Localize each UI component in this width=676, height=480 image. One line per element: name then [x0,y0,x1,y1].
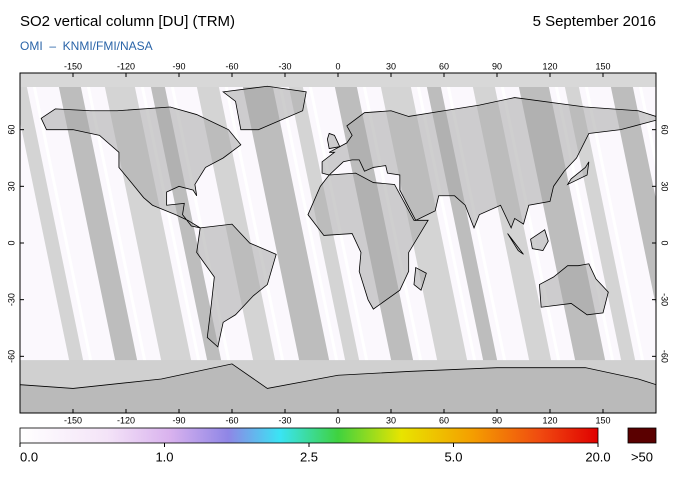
y-tick-label: 60 [6,125,16,135]
swath [608,73,656,307]
y-tick-label: 60 [660,125,670,135]
x-tick-label: 0 [335,415,340,425]
swath [562,73,646,413]
x-tick-label: 120 [542,415,557,425]
y-tick-label: 0 [660,240,670,245]
x-tick-label: -30 [278,415,291,425]
land [20,363,656,413]
x-tick-label: -120 [117,61,135,71]
land [530,229,549,251]
swath-gap [582,73,655,413]
colorbar-label: 2.5 [300,449,318,464]
land [222,85,307,131]
x-tick-label: 90 [492,415,502,425]
y-tick-label: -30 [6,293,16,306]
x-tick-label: -30 [278,61,291,71]
land [321,97,656,229]
land [413,266,427,291]
land [507,233,524,255]
y-tick-label: 0 [6,240,16,245]
y-tick-label: -60 [6,350,16,363]
subtitle: OMI – KNMI/FMI/NASA [20,39,153,53]
swath [56,73,148,413]
land [538,263,609,316]
x-tick-label: 30 [386,415,396,425]
land [307,172,429,310]
swath-gap [30,73,103,413]
y-tick-label: 30 [660,181,670,191]
x-tick-label: 0 [335,61,340,71]
x-tick-label: 30 [386,61,396,71]
x-tick-label: -60 [225,415,238,425]
y-tick-label: -60 [660,350,670,363]
colorbar-label: 0.0 [20,449,38,464]
swath-gap [84,73,157,413]
land [196,223,277,348]
x-tick-label: 120 [542,61,557,71]
colorbar-overflow-label: >50 [631,449,653,464]
colorbar-label: 1.0 [155,449,173,464]
x-tick-label: -150 [64,415,82,425]
colorbar [19,427,599,444]
x-tick-label: -90 [172,415,185,425]
x-tick-label: 150 [595,415,610,425]
land [566,161,590,186]
colorbar-label: 5.0 [444,449,462,464]
x-tick-label: 150 [595,61,610,71]
swath [20,73,94,413]
x-tick-label: 60 [439,415,449,425]
swath [286,73,370,413]
title: SO2 vertical column [DU] (TRM) [20,13,235,30]
land [40,106,242,229]
x-tick-label: -90 [172,61,185,71]
colorbar-label: 20.0 [585,449,610,464]
x-tick-label: -60 [225,61,238,71]
swath-gap [306,73,379,413]
swath [240,73,340,413]
x-tick-label: 60 [439,61,449,71]
swath-gap [222,73,295,413]
swath-gap [276,73,349,413]
colorbar-overflow [627,427,657,444]
date: 5 September 2016 [533,13,656,30]
x-tick-label: -150 [64,61,82,71]
map [20,73,656,413]
x-tick-label: -120 [117,415,135,425]
land [326,132,341,150]
x-tick-label: 90 [492,61,502,71]
y-tick-label: -30 [660,293,670,306]
y-tick-label: 30 [6,181,16,191]
